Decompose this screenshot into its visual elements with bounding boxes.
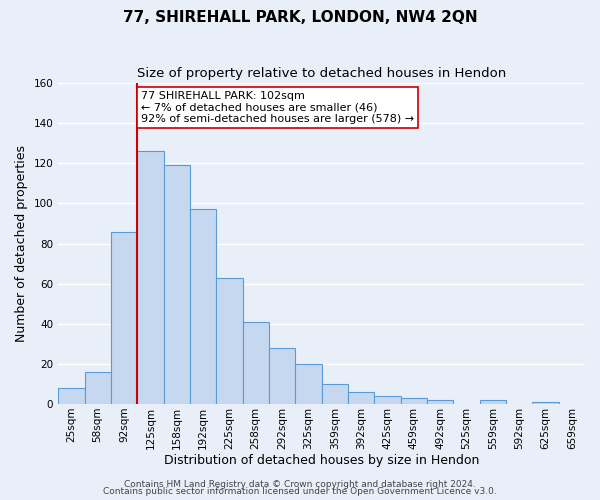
Bar (111, 232, 137, 404)
Bar (58, 388, 85, 404)
Bar (532, 402, 559, 404)
Text: 77 SHIREHALL PARK: 102sqm
← 7% of detached houses are smaller (46)
92% of semi-d: 77 SHIREHALL PARK: 102sqm ← 7% of detach… (141, 91, 414, 124)
Bar (190, 210, 216, 404)
Bar (401, 398, 427, 404)
Text: Contains HM Land Registry data © Crown copyright and database right 2024.: Contains HM Land Registry data © Crown c… (124, 480, 476, 489)
Bar (295, 364, 322, 404)
Text: Contains public sector information licensed under the Open Government Licence v3: Contains public sector information licen… (103, 487, 497, 496)
Bar (374, 396, 401, 404)
Bar (479, 400, 506, 404)
Y-axis label: Number of detached properties: Number of detached properties (15, 145, 28, 342)
Text: 77, SHIREHALL PARK, LONDON, NW4 2QN: 77, SHIREHALL PARK, LONDON, NW4 2QN (122, 10, 478, 25)
Bar (348, 392, 374, 404)
Title: Size of property relative to detached houses in Hendon: Size of property relative to detached ho… (137, 68, 506, 80)
Bar (427, 400, 453, 404)
Bar (164, 166, 190, 404)
X-axis label: Distribution of detached houses by size in Hendon: Distribution of detached houses by size … (164, 454, 479, 468)
Bar (216, 278, 242, 404)
Bar (269, 348, 295, 404)
Bar (137, 152, 164, 404)
Bar (242, 322, 269, 404)
Bar (85, 372, 111, 404)
Bar (322, 384, 348, 404)
